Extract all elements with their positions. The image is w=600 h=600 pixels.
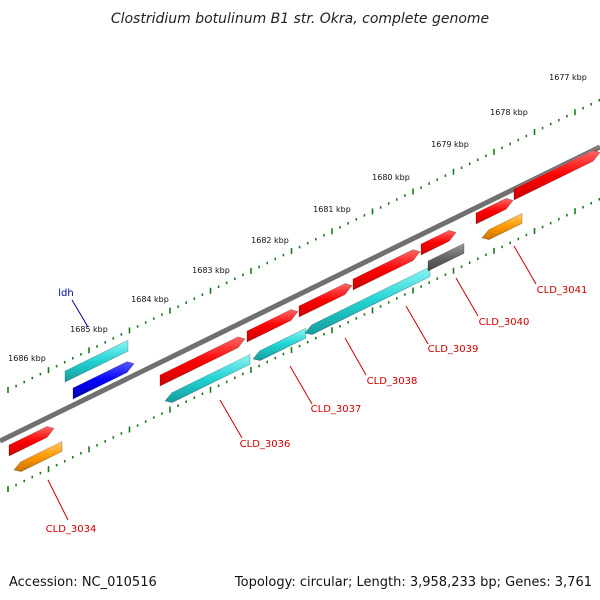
gene-cds-gray-bevel <box>428 241 467 261</box>
gene-cds-orange[interactable] <box>13 440 63 472</box>
gene-cds-red-bevel <box>299 278 355 306</box>
gene-ldh-blue-bevel <box>73 356 137 388</box>
kbp-tick-label: 1681 kbp <box>313 205 351 214</box>
gene-cds-cyan-bevel <box>253 326 309 354</box>
gene-cds-red-bevel <box>247 304 301 331</box>
gene-cds-red-bevel <box>160 331 248 375</box>
gene-leader-line <box>47 479 69 521</box>
gene-cds-red[interactable] <box>298 283 353 318</box>
gene-cds-orange-bevel <box>14 439 65 465</box>
kbp-tick-label: 1684 kbp <box>131 295 169 304</box>
kbp-tick-label: 1686 kbp <box>8 354 46 363</box>
gene-cds-gray[interactable] <box>427 242 465 272</box>
gene-label[interactable]: CLD_3040 <box>479 317 530 328</box>
gene-cds-red-bevel <box>514 146 600 189</box>
gene-leader-line <box>455 277 479 317</box>
map-title: Clostridium botulinum B1 str. Okra, comp… <box>111 11 489 27</box>
gene-features <box>8 146 600 472</box>
gene-label[interactable]: CLD_3041 <box>537 285 588 296</box>
gene-ldh-cyan-bevel <box>65 338 131 371</box>
kbp-tick-label: 1683 kbp <box>192 266 230 275</box>
kbp-tick-label: 1682 kbp <box>251 236 289 245</box>
gene-cds-red[interactable] <box>8 426 55 457</box>
gene-cds-cyan-bevel <box>305 264 433 328</box>
kbp-tick-label: 1679 kbp <box>431 140 469 149</box>
gene-cds-red-bevel <box>9 420 57 445</box>
gene-leader-line <box>344 337 367 376</box>
gene-cds-cyan[interactable] <box>164 353 251 403</box>
gene-cds-red[interactable] <box>420 229 457 256</box>
gene-cds-orange[interactable] <box>481 212 523 240</box>
gene-label[interactable]: CLD_3038 <box>367 376 418 387</box>
gene-cds-orange-bevel <box>482 211 525 233</box>
gene-cds-red[interactable] <box>159 336 246 387</box>
kbp-tick-label: 1678 kbp <box>490 108 528 117</box>
gene-leader-line <box>219 399 243 439</box>
genome-summary-text: Topology: circular; Length: 3,958,233 bp… <box>234 575 592 590</box>
outer-tick-track <box>7 99 600 393</box>
gene-cds-red-bevel <box>421 224 459 244</box>
gene-cds-red[interactable] <box>246 309 299 343</box>
gene-ldh-blue[interactable] <box>72 361 135 400</box>
kbp-tick-label: 1677 kbp <box>549 73 587 82</box>
gene-label[interactable]: CLD_3034 <box>46 524 97 535</box>
gene-cds-red[interactable] <box>513 149 600 201</box>
gene-label[interactable]: CLD_3036 <box>240 439 291 450</box>
gene-label[interactable]: CLD_3039 <box>428 344 479 355</box>
gene-cds-cyan[interactable] <box>252 327 307 361</box>
gene-cds-red[interactable] <box>352 249 421 291</box>
inner-tick-track <box>7 198 600 492</box>
kbp-tick-label: 1685 kbp <box>70 325 108 334</box>
gene-cds-red-bevel <box>476 192 516 213</box>
genome-backbone <box>0 144 600 444</box>
gene-label[interactable]: CLD_3037 <box>311 404 362 415</box>
gene-cds-cyan-bevel <box>165 352 253 396</box>
gene-cds-cyan[interactable] <box>304 266 431 335</box>
kbp-tick-labels: 1677 kbp 1678 kbp 1679 kbp 1680 kbp 1681 kbp… <box>8 73 587 363</box>
gene-leader-line <box>289 365 313 405</box>
gene-leader-line <box>405 305 429 345</box>
gene-cds-red-bevel <box>353 244 423 279</box>
gene-ldh-cyan[interactable] <box>64 339 129 383</box>
kbp-tick-label: 1680 kbp <box>372 173 410 182</box>
ldh-gene-label: ldh <box>58 288 73 299</box>
ldh-leader-line <box>71 299 89 328</box>
gene-leader-line <box>513 245 537 285</box>
gene-label-leaders: CLD_3034 CLD_3036 CLD_3037 CLD_3038 CLD_3039… <box>46 245 588 535</box>
accession-text: Accession: NC_010516 <box>9 575 157 590</box>
gene-cds-red[interactable] <box>475 197 514 225</box>
